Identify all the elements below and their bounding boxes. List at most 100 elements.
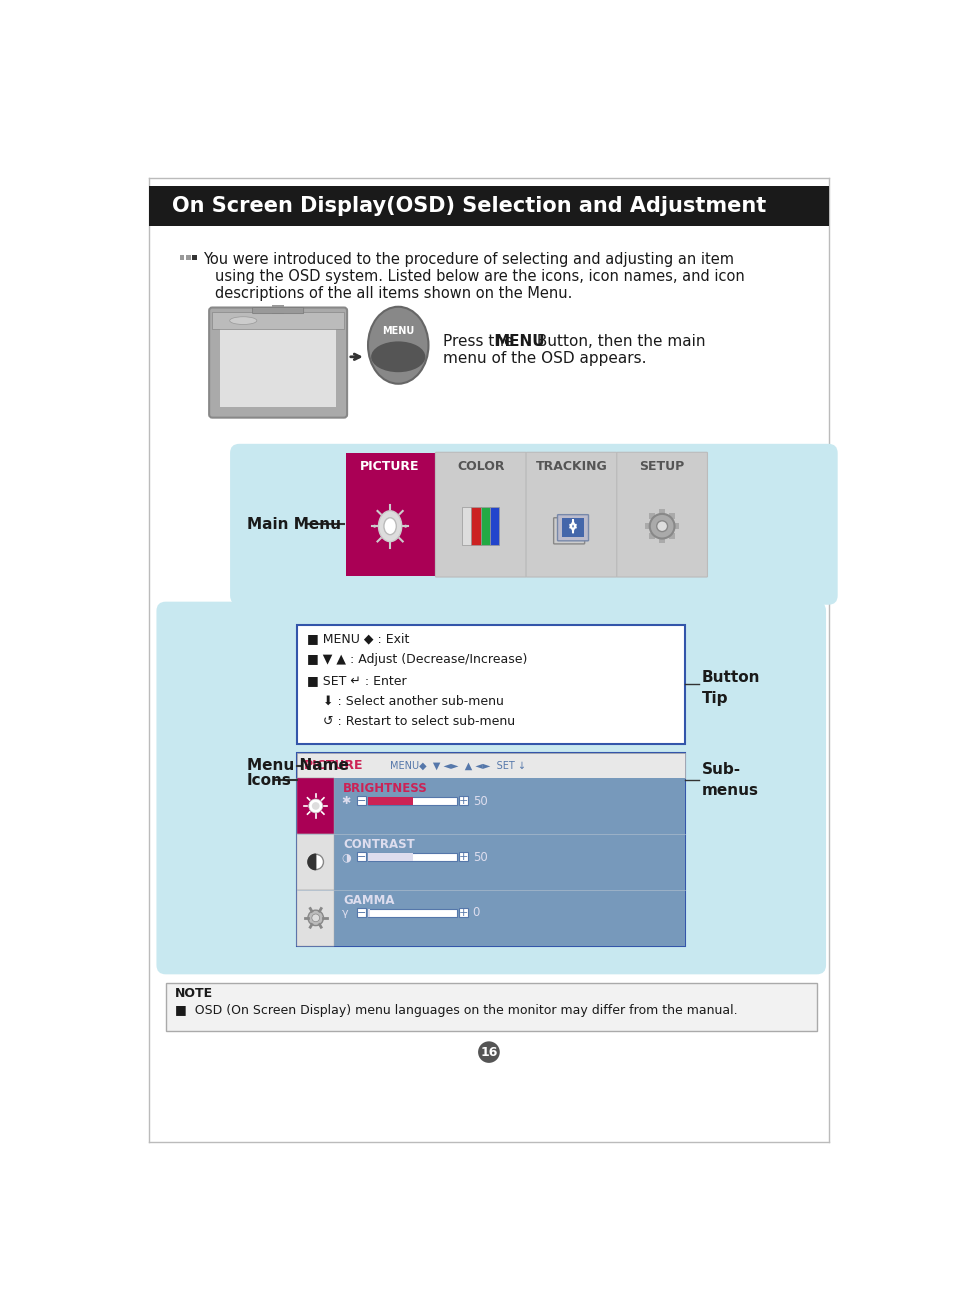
Bar bbox=[297, 834, 334, 890]
Bar bbox=[272, 305, 284, 315]
Text: CONTRAST: CONTRAST bbox=[343, 838, 415, 851]
Bar bbox=[368, 853, 456, 861]
Text: Menu Name: Menu Name bbox=[247, 758, 349, 773]
Text: ◑: ◑ bbox=[341, 852, 351, 863]
Text: 50: 50 bbox=[472, 851, 487, 864]
Text: +: + bbox=[458, 908, 468, 917]
Ellipse shape bbox=[371, 342, 425, 372]
FancyBboxPatch shape bbox=[659, 509, 664, 515]
FancyBboxPatch shape bbox=[659, 536, 664, 543]
Text: using the OSD system. Listed below are the icons, icon names, and icon: using the OSD system. Listed below are t… bbox=[214, 269, 743, 284]
Text: Sub-
menus: Sub- menus bbox=[701, 762, 759, 799]
Ellipse shape bbox=[230, 317, 256, 325]
Bar bbox=[297, 753, 684, 946]
Text: NOTE: NOTE bbox=[174, 987, 213, 1000]
Text: ↺ : Restart to select sub-menu: ↺ : Restart to select sub-menu bbox=[307, 715, 515, 728]
Circle shape bbox=[308, 855, 323, 869]
Circle shape bbox=[404, 525, 407, 527]
Text: ⬇ : Select another sub-menu: ⬇ : Select another sub-menu bbox=[307, 694, 503, 707]
Text: 16: 16 bbox=[479, 1045, 497, 1058]
Bar bbox=[297, 890, 334, 946]
Bar bbox=[368, 797, 412, 805]
Bar bbox=[334, 778, 684, 946]
FancyBboxPatch shape bbox=[648, 532, 655, 539]
Text: TRACKING: TRACKING bbox=[535, 461, 607, 474]
Bar bbox=[345, 453, 435, 577]
Circle shape bbox=[373, 525, 375, 527]
FancyBboxPatch shape bbox=[668, 513, 675, 519]
Bar bbox=[368, 910, 456, 917]
Text: COLOR: COLOR bbox=[456, 461, 504, 474]
Bar bbox=[368, 910, 370, 917]
FancyBboxPatch shape bbox=[253, 308, 303, 313]
Text: SETUP: SETUP bbox=[639, 461, 684, 474]
Ellipse shape bbox=[368, 307, 428, 384]
Bar bbox=[356, 796, 366, 805]
Bar bbox=[297, 778, 334, 946]
Text: ✱: ✱ bbox=[341, 796, 351, 806]
FancyBboxPatch shape bbox=[156, 602, 825, 975]
Bar bbox=[458, 852, 468, 861]
Text: PICTURE: PICTURE bbox=[303, 760, 363, 773]
Text: Button, then the main: Button, then the main bbox=[532, 334, 705, 348]
Circle shape bbox=[312, 913, 319, 921]
FancyBboxPatch shape bbox=[668, 532, 675, 539]
Text: On Screen Display(OSD) Selection and Adjustment: On Screen Display(OSD) Selection and Adj… bbox=[172, 196, 765, 215]
FancyBboxPatch shape bbox=[435, 453, 525, 577]
Text: +: + bbox=[458, 852, 468, 863]
Text: −: − bbox=[356, 796, 366, 806]
FancyBboxPatch shape bbox=[553, 518, 584, 544]
FancyBboxPatch shape bbox=[525, 453, 617, 577]
Bar bbox=[458, 796, 468, 805]
Bar bbox=[356, 852, 366, 861]
Bar bbox=[179, 256, 184, 260]
Bar bbox=[458, 907, 468, 917]
Text: −: − bbox=[356, 908, 366, 917]
Bar bbox=[220, 325, 335, 407]
FancyBboxPatch shape bbox=[648, 513, 655, 519]
Text: Button
Tip: Button Tip bbox=[701, 669, 760, 706]
Circle shape bbox=[312, 803, 319, 810]
Ellipse shape bbox=[378, 510, 401, 542]
Text: MENU: MENU bbox=[495, 334, 545, 348]
Circle shape bbox=[649, 514, 674, 539]
Bar bbox=[368, 797, 456, 805]
Text: ■ ▼ ▲ : Adjust (Decrease/Increase): ■ ▼ ▲ : Adjust (Decrease/Increase) bbox=[307, 652, 527, 666]
Bar bbox=[192, 256, 196, 260]
FancyBboxPatch shape bbox=[209, 308, 347, 418]
Bar bbox=[149, 185, 828, 226]
Text: Main Menu: Main Menu bbox=[247, 517, 341, 531]
Text: γ: γ bbox=[341, 908, 348, 917]
Text: 50: 50 bbox=[472, 795, 487, 808]
Text: ■  OSD (On Screen Display) menu languages on the monitor may differ from the man: ■ OSD (On Screen Display) menu languages… bbox=[174, 1004, 737, 1017]
Bar bbox=[561, 518, 583, 536]
Text: PICTURE: PICTURE bbox=[360, 461, 419, 474]
Text: +: + bbox=[458, 796, 468, 806]
Bar bbox=[186, 256, 191, 260]
Text: You were introduced to the procedure of selecting and adjusting an item: You were introduced to the procedure of … bbox=[203, 252, 733, 268]
Text: MENU: MENU bbox=[382, 326, 414, 337]
Bar bbox=[461, 506, 471, 545]
Circle shape bbox=[656, 521, 667, 531]
Bar bbox=[297, 753, 684, 778]
Bar bbox=[480, 506, 490, 545]
Polygon shape bbox=[308, 855, 315, 869]
Circle shape bbox=[477, 1041, 499, 1062]
Bar bbox=[297, 625, 684, 744]
Ellipse shape bbox=[383, 518, 395, 535]
Text: Press the: Press the bbox=[443, 334, 518, 348]
Text: 0: 0 bbox=[472, 907, 479, 920]
Text: ■ SET ↵ : Enter: ■ SET ↵ : Enter bbox=[307, 673, 406, 686]
Circle shape bbox=[308, 910, 323, 925]
Text: GAMMA: GAMMA bbox=[343, 894, 395, 907]
Text: ■ MENU ◆ : Exit: ■ MENU ◆ : Exit bbox=[307, 632, 409, 645]
Text: menu of the OSD appears.: menu of the OSD appears. bbox=[443, 351, 646, 365]
Text: −: − bbox=[356, 852, 366, 863]
Text: BRIGHTNESS: BRIGHTNESS bbox=[343, 782, 428, 795]
FancyBboxPatch shape bbox=[557, 514, 588, 540]
Bar bbox=[212, 312, 344, 329]
FancyBboxPatch shape bbox=[617, 453, 707, 577]
Bar bbox=[297, 778, 334, 834]
Text: Icons: Icons bbox=[247, 773, 292, 788]
FancyBboxPatch shape bbox=[644, 523, 651, 530]
